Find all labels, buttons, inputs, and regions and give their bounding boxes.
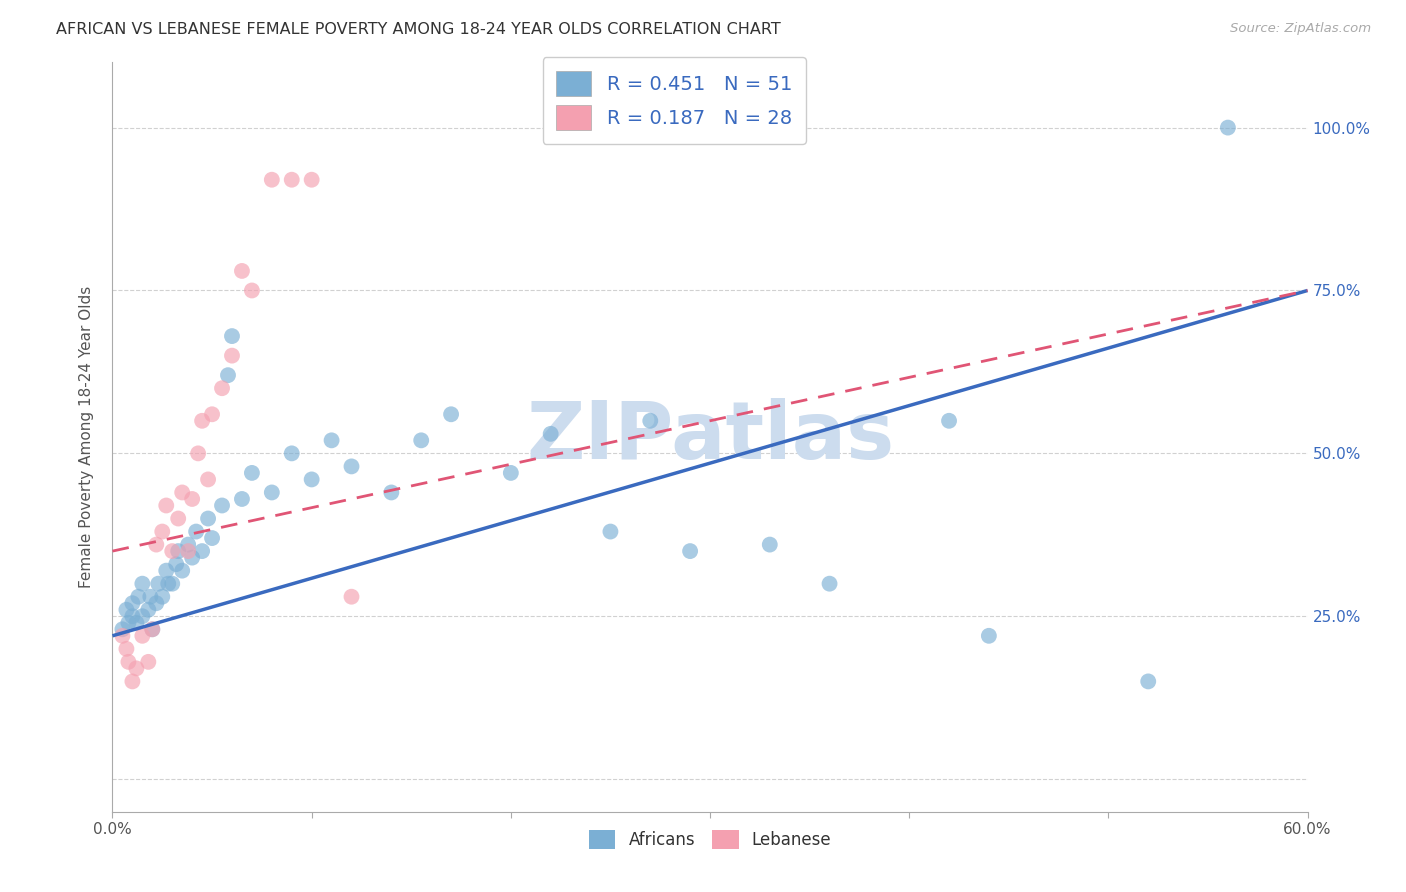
Point [221, 329, 243, 343]
Point [181, 491, 204, 506]
Point [172, 564, 194, 578]
Point [191, 414, 214, 428]
Point [155, 564, 177, 578]
Point [1216, 120, 1239, 135]
Point [145, 596, 167, 610]
Point [221, 349, 243, 363]
Point [599, 524, 621, 539]
Text: ZIPatlas: ZIPatlas [526, 398, 894, 476]
Point [145, 538, 167, 552]
Point [138, 655, 160, 669]
Point [177, 538, 200, 552]
Point [172, 485, 194, 500]
Point [260, 172, 283, 186]
Point [938, 414, 960, 428]
Point [141, 622, 163, 636]
Point [167, 544, 190, 558]
Point [281, 172, 304, 186]
Point [499, 466, 522, 480]
Point [181, 550, 204, 565]
Point [165, 557, 187, 571]
Point [977, 629, 1000, 643]
Point [640, 414, 662, 428]
Point [138, 603, 160, 617]
Point [157, 576, 180, 591]
Point [155, 499, 177, 513]
Point [340, 459, 363, 474]
Point [115, 641, 138, 656]
Point [127, 590, 149, 604]
Point [131, 629, 153, 643]
Point [260, 485, 283, 500]
Point [191, 544, 214, 558]
Point [211, 381, 233, 395]
Point [197, 511, 219, 525]
Point [148, 576, 170, 591]
Point [150, 524, 173, 539]
Point [818, 576, 841, 591]
Point [139, 590, 162, 604]
Point [679, 544, 702, 558]
Point [111, 622, 134, 636]
Point [141, 622, 163, 636]
Point [131, 576, 153, 591]
Point [121, 674, 143, 689]
Point [440, 407, 463, 421]
Legend: Africans, Lebanese: Africans, Lebanese [582, 823, 838, 855]
Point [301, 172, 323, 186]
Point [201, 531, 224, 545]
Point [240, 466, 263, 480]
Point [150, 590, 173, 604]
Point [187, 446, 209, 460]
Text: AFRICAN VS LEBANESE FEMALE POVERTY AMONG 18-24 YEAR OLDS CORRELATION CHART: AFRICAN VS LEBANESE FEMALE POVERTY AMONG… [56, 22, 780, 37]
Point [111, 629, 134, 643]
Point [281, 446, 304, 460]
Point [121, 596, 143, 610]
Point [117, 615, 139, 630]
Point [321, 434, 343, 448]
Point [340, 590, 363, 604]
Point [121, 609, 143, 624]
Point [759, 538, 782, 552]
Point [117, 655, 139, 669]
Point [411, 434, 433, 448]
Point [1137, 674, 1160, 689]
Point [231, 264, 253, 278]
Point [211, 499, 233, 513]
Point [201, 407, 224, 421]
Point [197, 472, 219, 486]
Point [231, 491, 253, 506]
Point [186, 524, 208, 539]
Point [125, 615, 148, 630]
Point [240, 284, 263, 298]
Point [540, 426, 562, 441]
Point [115, 603, 138, 617]
Point [380, 485, 402, 500]
Point [301, 472, 323, 486]
Point [162, 544, 183, 558]
Point [125, 661, 148, 675]
Y-axis label: Female Poverty Among 18-24 Year Olds: Female Poverty Among 18-24 Year Olds [79, 286, 94, 588]
Point [167, 511, 190, 525]
Point [131, 609, 153, 624]
Point [162, 576, 183, 591]
Point [217, 368, 239, 383]
Text: Source: ZipAtlas.com: Source: ZipAtlas.com [1230, 22, 1371, 36]
Point [177, 544, 200, 558]
